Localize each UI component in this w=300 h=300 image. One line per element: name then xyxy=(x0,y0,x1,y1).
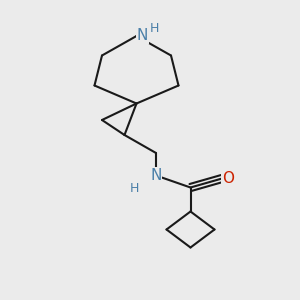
Text: H: H xyxy=(130,182,140,194)
Text: N: N xyxy=(150,168,162,183)
Text: H: H xyxy=(150,22,159,35)
Text: O: O xyxy=(222,171,234,186)
Text: N: N xyxy=(137,28,148,44)
